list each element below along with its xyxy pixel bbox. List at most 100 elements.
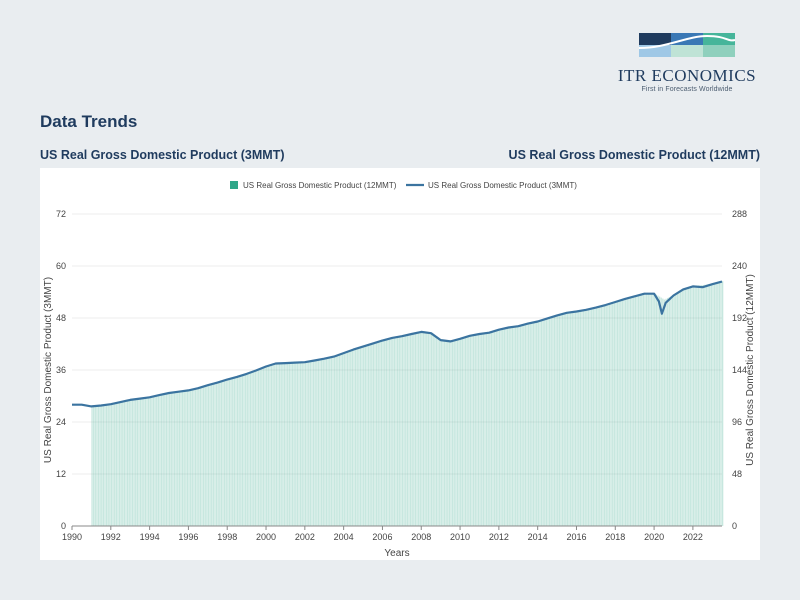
bar-12mmt (474, 334, 476, 526)
bar-12mmt (536, 321, 538, 526)
bar-12mmt (256, 370, 258, 526)
bar-12mmt (384, 339, 386, 526)
bar-12mmt (118, 402, 121, 526)
bar-12mmt (521, 325, 523, 526)
bar-12mmt (624, 298, 627, 526)
bar-12mmt (324, 358, 326, 526)
bar-12mmt (561, 313, 564, 526)
bar-12mmt (173, 392, 176, 526)
bar-12mmt (563, 313, 565, 526)
bar-12mmt (146, 397, 148, 526)
bar-12mmt (631, 296, 633, 526)
bar-12mmt (430, 332, 433, 526)
bar-12mmt (97, 405, 100, 526)
bar-12mmt (513, 326, 515, 526)
bar-12mmt (705, 284, 708, 526)
bar-12mmt (660, 297, 662, 526)
bar-12mmt (354, 348, 357, 526)
bar-12mmt (156, 395, 158, 526)
bar-12mmt (361, 346, 363, 526)
bar-12mmt (353, 349, 355, 526)
bar-12mmt (209, 384, 211, 526)
bar-12mmt (159, 395, 161, 526)
bar-12mmt (309, 361, 312, 526)
bar-12mmt (696, 285, 698, 526)
bar-12mmt (267, 365, 269, 526)
bar-12mmt (586, 309, 588, 526)
y-right-tick-label: 96 (732, 417, 742, 427)
bar-12mmt (356, 348, 358, 526)
bar-12mmt (571, 311, 573, 526)
bar-12mmt (471, 335, 473, 526)
bar-12mmt (647, 293, 649, 526)
bar-12mmt (539, 320, 541, 526)
bar-12mmt (283, 362, 286, 526)
bar-12mmt (340, 353, 342, 526)
bar-12mmt (367, 344, 370, 526)
legend-label-12mmt: US Real Gross Domestic Product (12MMT) (243, 181, 397, 190)
bar-12mmt (644, 293, 646, 526)
bar-12mmt (463, 337, 465, 526)
bar-12mmt (560, 314, 562, 526)
bar-12mmt (448, 340, 451, 526)
bar-12mmt (194, 388, 197, 526)
bar-12mmt (707, 284, 709, 526)
bar-12mmt (369, 344, 371, 526)
bar-12mmt (377, 341, 379, 526)
bar-12mmt (337, 355, 339, 526)
bar-12mmt (557, 315, 559, 526)
bar-12mmt (709, 283, 711, 526)
bar-12mmt (312, 360, 315, 526)
bar-12mmt (335, 355, 337, 526)
y-right-tick-label: 288 (732, 209, 747, 219)
bar-12mmt (393, 337, 396, 526)
bar-12mmt (382, 340, 384, 526)
bar-12mmt (689, 286, 691, 526)
bar-12mmt (400, 336, 402, 526)
bar-12mmt (154, 396, 156, 526)
bar-12mmt (170, 392, 172, 526)
bar-12mmt (602, 305, 604, 526)
bar-12mmt (692, 285, 695, 526)
bar-12mmt (144, 397, 147, 526)
bar-12mmt (461, 338, 463, 526)
line-3mmt (72, 280, 723, 408)
bar-12mmt (426, 332, 428, 526)
bar-12mmt (275, 363, 278, 526)
bar-12mmt (642, 293, 645, 526)
bar-12mmt (597, 306, 599, 526)
bar-12mmt (266, 366, 268, 526)
bar-12mmt (290, 362, 292, 526)
bar-12mmt (133, 399, 135, 526)
bar-12mmt (628, 297, 630, 526)
y-left-tick-label: 72 (56, 209, 66, 219)
gdp-chart[interactable]: 0 0 12 48 24 96 36 144 48 192 60 240 72 288 1990 1992 19… (40, 168, 760, 560)
bar-12mmt (379, 341, 381, 526)
bar-12mmt (591, 308, 593, 526)
bar-12mmt (287, 362, 289, 526)
bar-12mmt (527, 323, 530, 526)
bar-12mmt (390, 338, 392, 526)
bar-12mmt (254, 370, 257, 526)
bar-12mmt (253, 371, 255, 526)
bar-12mmt (280, 363, 282, 526)
bar-12mmt (236, 376, 239, 526)
bar-12mmt (612, 302, 614, 526)
bar-12mmt (363, 346, 365, 526)
bar-12mmt (151, 396, 153, 526)
bar-12mmt (422, 331, 425, 526)
bar-12mmt (715, 282, 717, 526)
bar-12mmt (109, 404, 111, 526)
bar-12mmt (246, 373, 248, 526)
bar-12mmt (524, 324, 527, 526)
bar-12mmt (403, 335, 405, 526)
bar-12mmt (374, 342, 376, 526)
bar-12mmt (306, 361, 308, 526)
bar-12mmt (697, 285, 700, 526)
bar-12mmt (544, 319, 546, 526)
bar-12mmt (668, 297, 670, 526)
bar-12mmt (607, 304, 609, 526)
bar-12mmt (442, 339, 444, 526)
x-tick-label: 2018 (605, 532, 625, 542)
legend-swatch-12mmt (230, 181, 238, 189)
